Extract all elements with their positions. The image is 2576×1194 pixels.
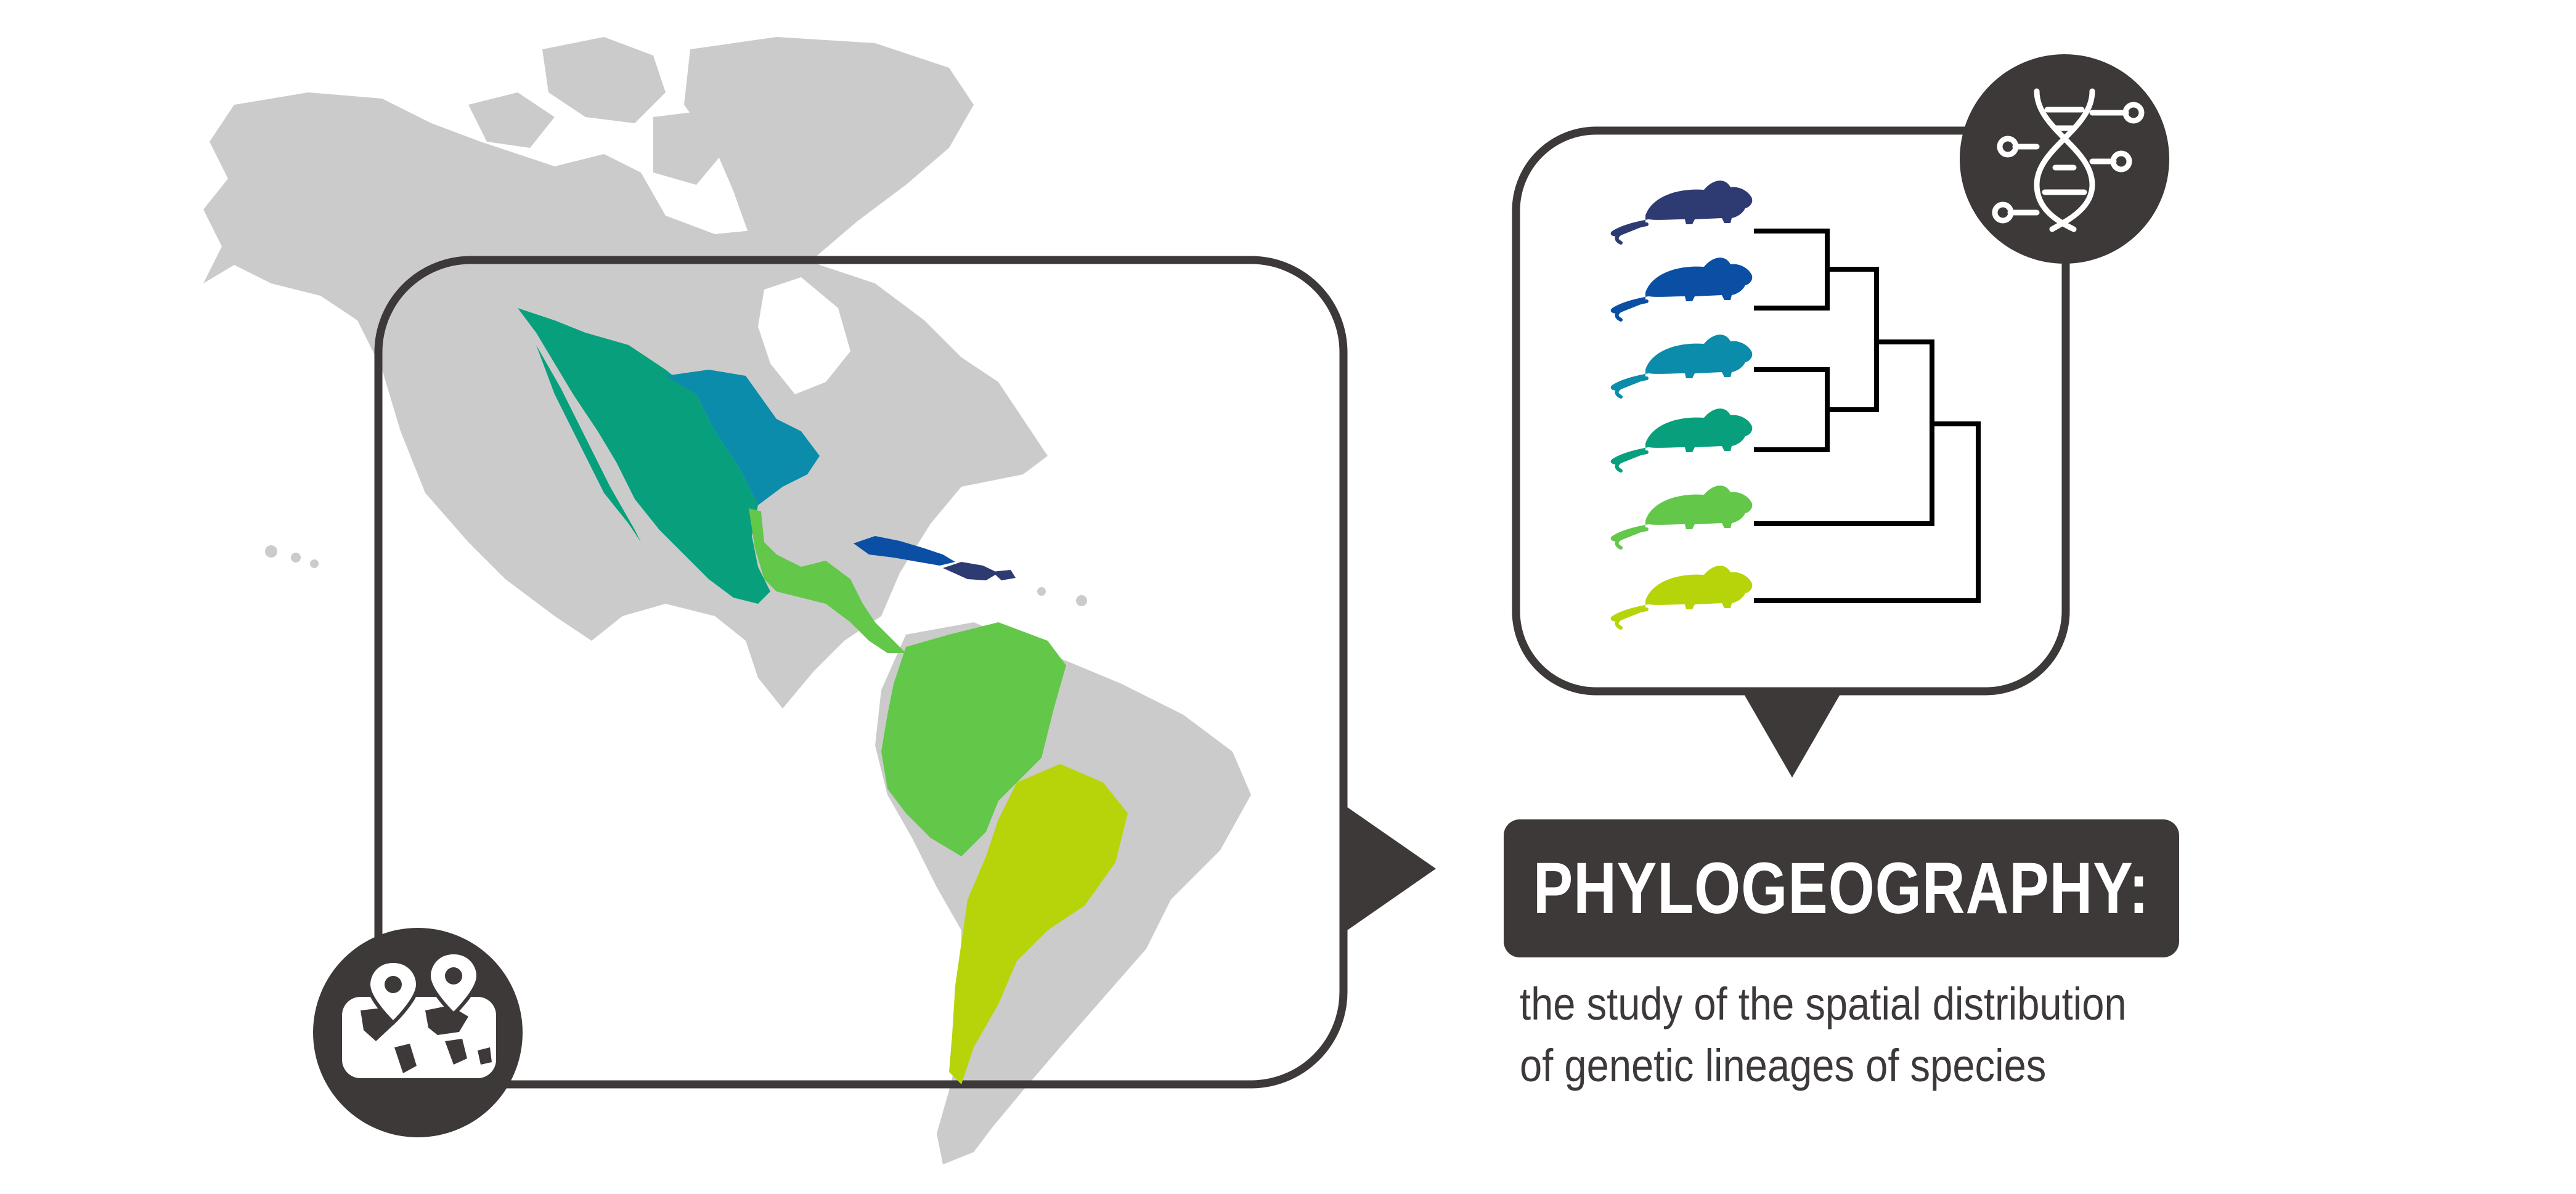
tree-branch: [1754, 421, 1981, 603]
mouse-icon: [1610, 181, 1753, 245]
range-lime: [949, 764, 1128, 1084]
tree-pointer: [1742, 690, 1843, 778]
specimen-mice: [1610, 181, 1753, 630]
arctic-islands: [468, 37, 727, 185]
map-badge: [313, 928, 523, 1137]
small-island: [1076, 595, 1087, 606]
tree-branch: [1754, 229, 1830, 311]
mouse-icon: [1610, 485, 1753, 550]
mouse-icon: [1610, 408, 1753, 473]
tree-branch: [1754, 367, 1830, 452]
definition-line-2: of genetic lineages of species: [1520, 1040, 2047, 1091]
hudson-bay: [758, 277, 850, 394]
lineage-ranges: [518, 308, 1128, 1084]
map-card-icon: [342, 997, 496, 1078]
mouse-icon: [1610, 335, 1753, 399]
dna-badge: [1960, 54, 2169, 264]
phylogenetic-tree: [1754, 229, 1981, 603]
range-green-south: [881, 622, 1066, 856]
range-blue-islands: [854, 536, 955, 566]
title-banner: PHYLOGEOGRAPHY:: [1504, 819, 2179, 957]
definition-line-1: the study of the spatial distribution: [1520, 978, 2127, 1030]
location-pin-icon: [366, 950, 481, 1026]
range-blue-teal: [666, 370, 820, 505]
definition-text: the study of the spatial distribution of…: [1520, 973, 2225, 1097]
aleutian-islands: [265, 545, 319, 568]
mouse-icon: [1610, 258, 1753, 322]
map-frame: [374, 256, 1348, 1089]
range-green-central: [749, 508, 906, 653]
dna-icon: [1992, 88, 2145, 232]
map-pointer: [1347, 807, 1436, 930]
tree-branch: [1754, 339, 1934, 526]
page-title: PHYLOGEOGRAPHY:: [1533, 848, 2150, 929]
small-island: [1037, 587, 1046, 596]
range-navy-islands: [943, 562, 1016, 580]
greenland-landmass: [684, 37, 974, 265]
tree-branch: [1825, 267, 1879, 412]
mouse-icon: [1610, 566, 1753, 630]
range-green-teal: [518, 308, 770, 604]
